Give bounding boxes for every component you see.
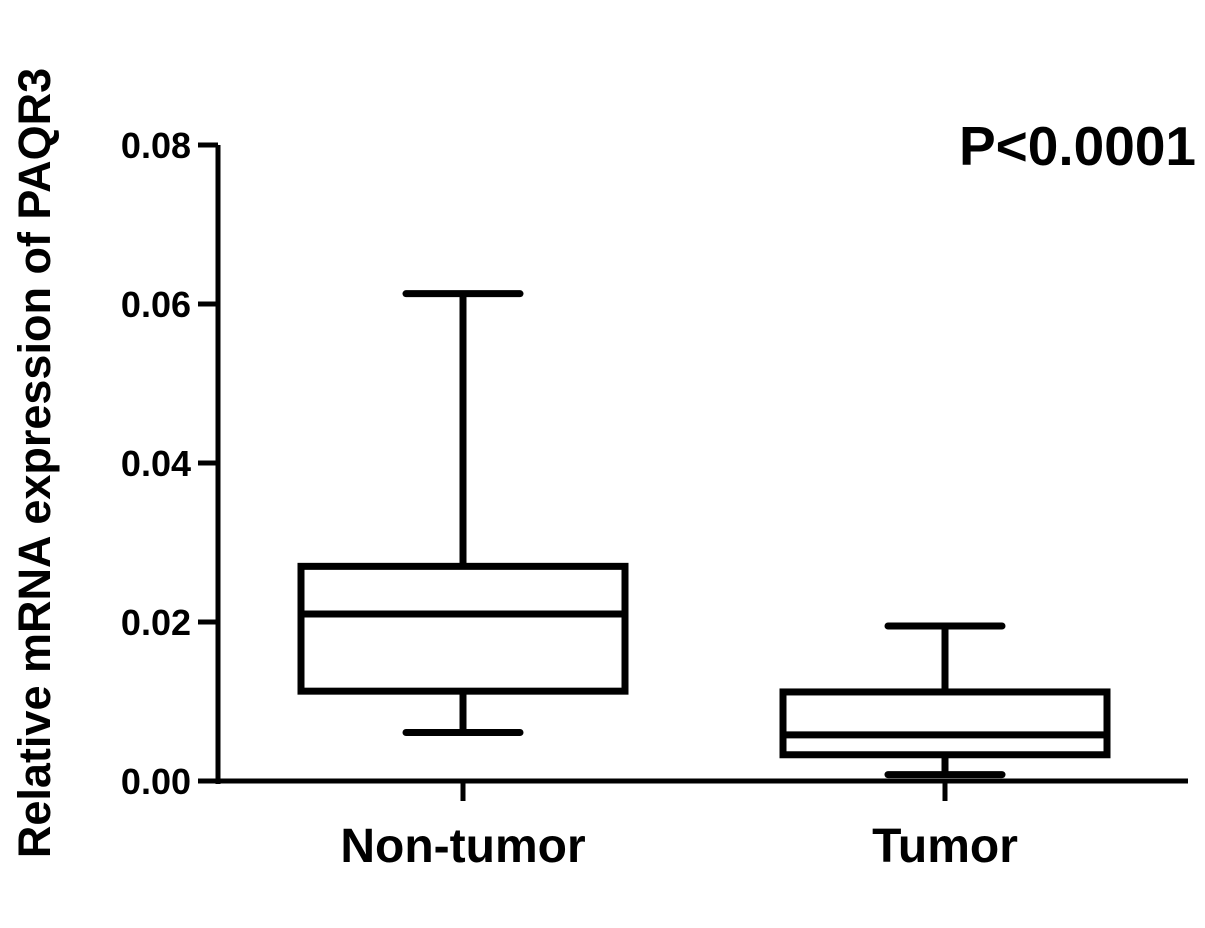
category-label: Tumor bbox=[872, 820, 1018, 873]
y-tick-label: 0.00 bbox=[121, 761, 191, 802]
y-tick-label: 0.06 bbox=[121, 284, 191, 325]
y-tick-label: 0.08 bbox=[121, 125, 191, 166]
y-tick-label: 0.04 bbox=[121, 443, 191, 484]
box-non-tumor bbox=[297, 290, 629, 737]
axes: 0.00 0.02 0.04 0.06 0.08 bbox=[121, 125, 1188, 802]
box-tumor bbox=[779, 622, 1111, 779]
p-value-annotation: P<0.0001 bbox=[959, 115, 1196, 177]
y-tick-label: 0.02 bbox=[121, 602, 191, 643]
boxes bbox=[297, 290, 1111, 779]
iqr-box bbox=[297, 562, 629, 695]
category-labels: Non-tumor Tumor bbox=[340, 820, 1018, 873]
category-label: Non-tumor bbox=[340, 820, 585, 873]
iqr-box bbox=[779, 688, 1111, 759]
y-axis-label: Relative mRNA expression of PAQR3 bbox=[9, 68, 60, 858]
